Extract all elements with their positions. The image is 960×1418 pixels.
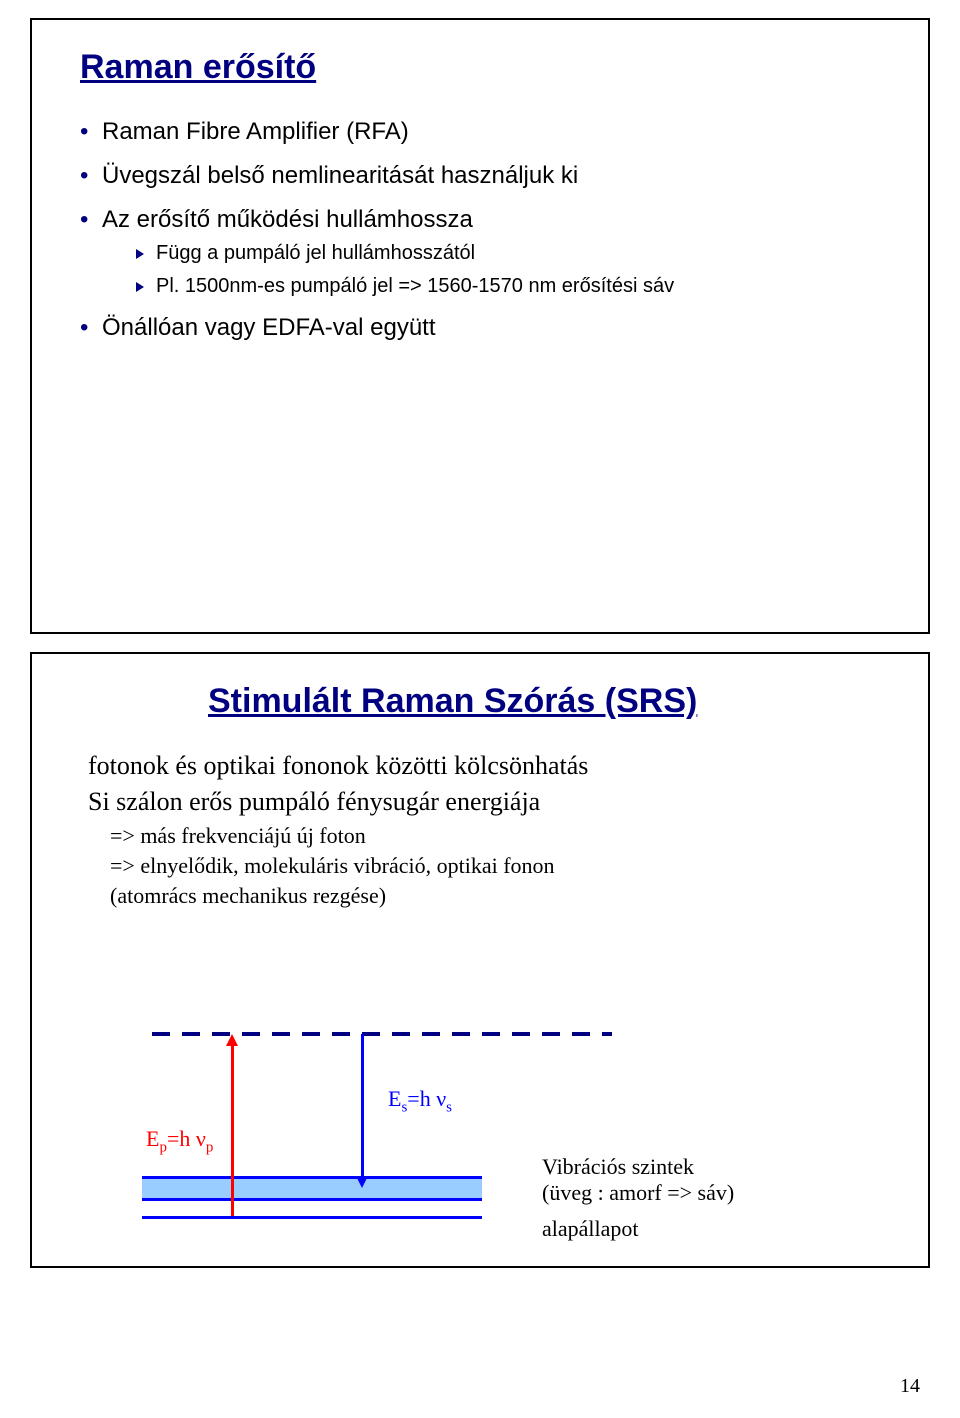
bullet-text: Önállóan vagy EDFA-val együtt [102, 314, 436, 341]
energy-diagram: Ep=h νp Es=h νs Vibrációs szintek (üveg … [112, 1026, 832, 1236]
vibration-band [142, 1176, 482, 1198]
bullet-text: Az erősítő működési hullámhossza [102, 206, 473, 233]
body-sub: => más frekvenciájú új foton [110, 823, 888, 849]
label-vibration: Vibrációs szintek [542, 1154, 694, 1180]
bullet-text: Üvegszál belső nemlinearitását használju… [102, 162, 578, 189]
bullet-item: Az erősítő működési hullámhossza Függ a … [80, 205, 888, 299]
body-sub: => elnyelődik, molekuláris vibráció, opt… [110, 853, 888, 879]
sub-bullet-item: Függ a pumpáló jel hullámhosszától [136, 241, 888, 266]
body-sub: (atomrács mechanikus rezgése) [110, 883, 888, 909]
vibration-bottom-line [142, 1198, 482, 1201]
vibration-top-line [142, 1176, 482, 1179]
slide1-bullets: Raman Fibre Amplifier (RFA) Üvegszál bel… [80, 117, 888, 343]
label-es: Es=h νs [388, 1086, 452, 1116]
label-ep: Ep=h νp [146, 1126, 213, 1156]
sub-bullet-item: Pl. 1500nm-es pumpáló jel => 1560-1570 n… [136, 274, 888, 299]
label-ground: alapállapot [542, 1216, 639, 1242]
body-line: Si szálon erős pumpáló fénysugár energiá… [88, 787, 888, 817]
slide-1: Raman erősítő Raman Fibre Amplifier (RFA… [30, 18, 930, 634]
bullet-item: Önállóan vagy EDFA-val együtt [80, 313, 888, 343]
slide1-title: Raman erősítő [80, 48, 888, 87]
slide2-title: Stimulált Raman Szórás (SRS) [208, 682, 888, 721]
bullet-item: Üvegszál belső nemlinearitását használju… [80, 161, 888, 191]
bullet-text: Raman Fibre Amplifier (RFA) [102, 118, 409, 145]
slide-2: Stimulált Raman Szórás (SRS) fotonok és … [30, 652, 930, 1268]
bullet-item: Raman Fibre Amplifier (RFA) [80, 117, 888, 147]
sub-bullets: Függ a pumpáló jel hullámhosszától Pl. 1… [136, 241, 888, 299]
label-vibration-2: (üveg : amorf => sáv) [542, 1180, 734, 1206]
virtual-level-line [112, 1026, 832, 1046]
page-number: 14 [900, 1375, 920, 1398]
ground-level-line [142, 1216, 482, 1219]
body-line: fotonok és optikai fononok közötti kölcs… [88, 751, 888, 781]
